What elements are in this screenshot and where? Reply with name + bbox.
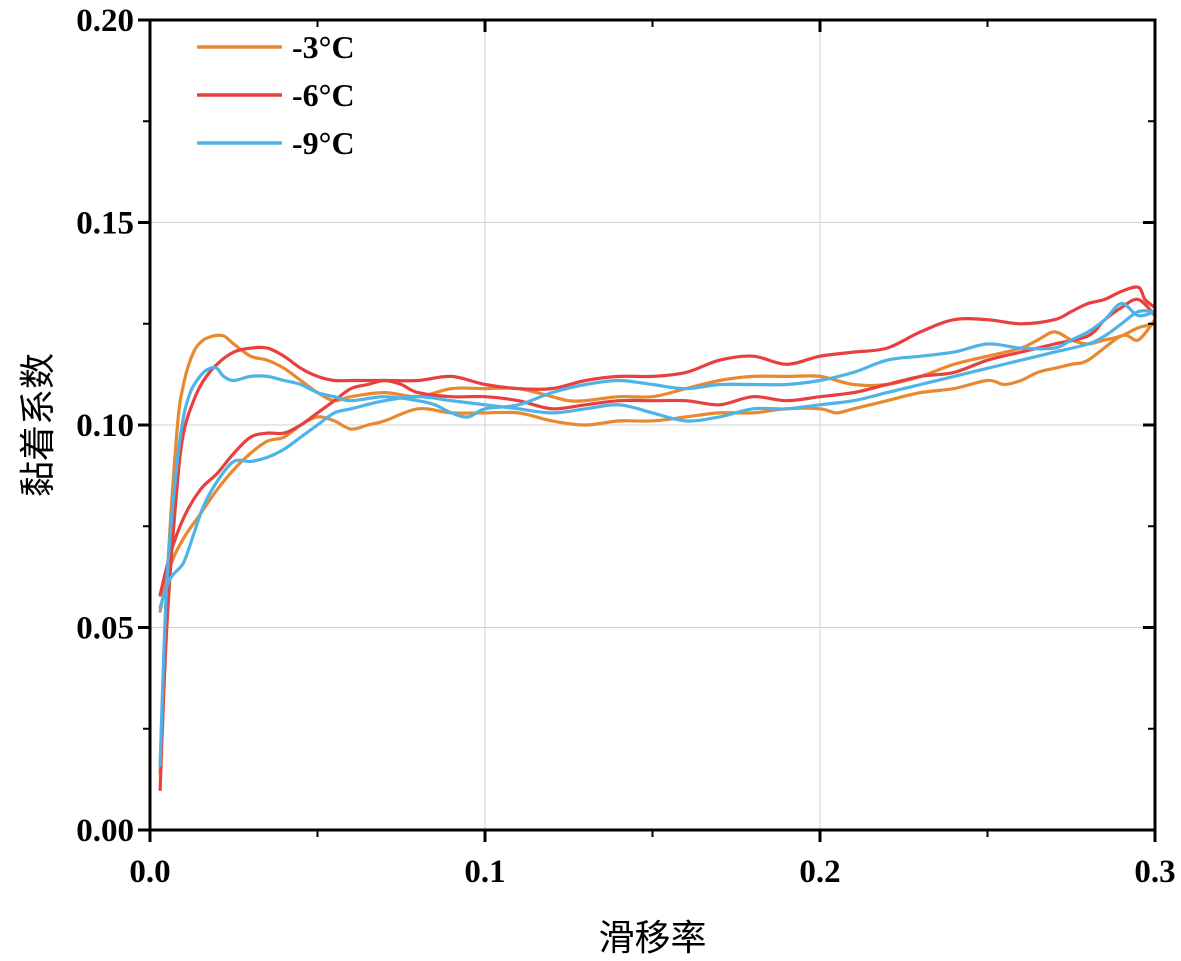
- y-tick-label: 0.15: [76, 206, 134, 242]
- y-tick-label: 0.20: [76, 3, 134, 39]
- series-line-3-curve-1: [158, 301, 1157, 767]
- x-axis-title: 滑移率: [598, 918, 706, 959]
- y-tick-label: 0.00: [76, 813, 134, 849]
- x-tick-label: 0.2: [799, 854, 840, 890]
- y-tick-label: 0.10: [76, 408, 134, 444]
- series-line-1-curve-2: [158, 318, 1157, 613]
- axis-ticks: [138, 18, 1157, 842]
- x-tick-label: 0.0: [129, 854, 170, 890]
- legend-label: -3°C: [292, 29, 355, 65]
- legend: -3°C -6°C -9°C: [197, 29, 355, 161]
- y-tick-label: 0.05: [76, 611, 134, 647]
- tick-labels: 0.0 0.1 0.2 0.3 0.00 0.05 0.10 0.15 0.20: [76, 3, 1175, 890]
- series-line-2-curve-2: [158, 297, 1157, 597]
- x-tick-label: 0.1: [464, 854, 505, 890]
- series-line-2-curve-1: [158, 285, 1157, 792]
- series-line-3-curve-2: [158, 309, 1157, 609]
- y-axis-title: 黏着系数: [18, 353, 59, 497]
- legend-label: -9°C: [292, 125, 355, 161]
- series-lines: [158, 285, 1157, 792]
- legend-label: -6°C: [292, 77, 355, 113]
- x-tick-label: 0.3: [1134, 854, 1175, 890]
- series-line-1-curve-1: [158, 322, 1157, 775]
